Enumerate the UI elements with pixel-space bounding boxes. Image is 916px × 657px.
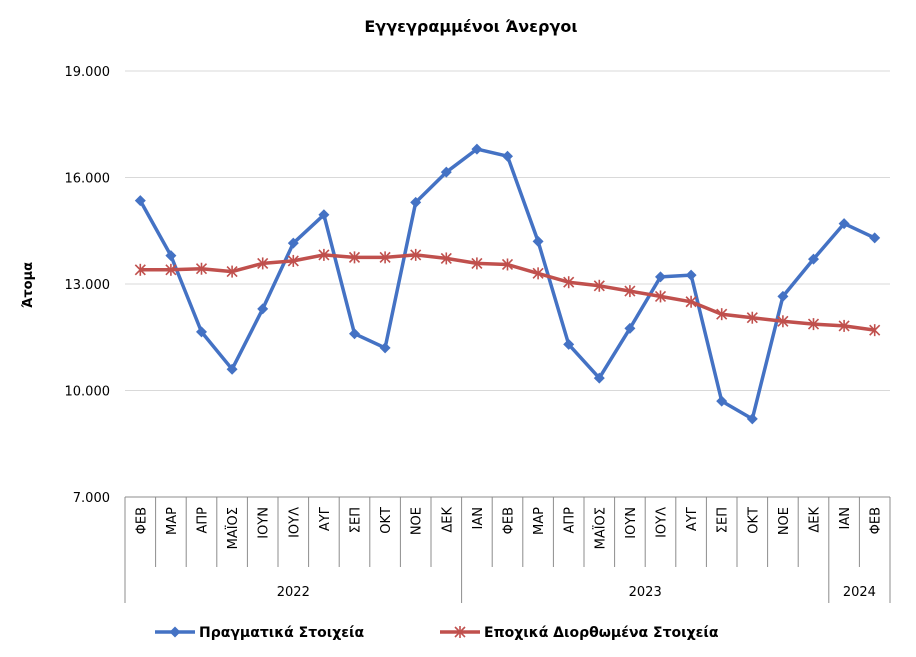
data-point — [838, 218, 850, 230]
data-point — [838, 319, 850, 332]
x-tick-label: ΑΠΡ — [563, 507, 578, 534]
x-tick-label: ΙΟΥΝ — [624, 507, 639, 539]
data-point — [195, 262, 208, 275]
x-tick-label: ΙΑΝ — [471, 507, 486, 529]
data-point — [287, 254, 299, 267]
year-label: 2023 — [629, 585, 662, 600]
data-point — [563, 338, 575, 350]
x-tick-label: ΔΕΚ — [808, 507, 823, 533]
x-tick-label: ΟΚΤ — [746, 507, 761, 534]
x-tick-label: ΝΟΕ — [410, 507, 425, 535]
data-point — [501, 258, 514, 271]
y-tick-label: 16.000 — [65, 172, 111, 187]
grid-lines — [125, 70, 890, 391]
data-point — [257, 303, 269, 315]
data-point — [716, 395, 728, 407]
data-point — [532, 235, 544, 247]
data-point — [410, 248, 422, 261]
y-tick-label: 7.000 — [73, 491, 110, 506]
series-layer — [134, 143, 881, 425]
x-tick-label: ΦΕΒ — [502, 507, 517, 534]
x-tick-label: ΟΚΤ — [379, 507, 394, 534]
data-point — [807, 318, 820, 331]
data-point — [624, 285, 636, 298]
data-point — [165, 263, 177, 276]
data-point — [624, 322, 636, 334]
year-label: 2024 — [843, 585, 876, 600]
y-tick-label: 19.000 — [65, 65, 111, 80]
x-axis: ΦΕΒ ΜΑΡ ΑΠΡ ΜΑΪΟΣ ΙΟΥΝ ΙΟΥΛ ΑΥΓ ΣΕΠ ΟΚΤ ΝΟΕ ΔΕΚ ΙΑΝ… — [124, 496, 891, 603]
x-tick-label: ΜΑΡ — [165, 507, 180, 535]
data-point — [471, 257, 483, 270]
x-tick-label: ΑΥΓ — [318, 506, 333, 531]
data-point — [134, 195, 146, 207]
x-tick-label: ΦΕΒ — [869, 507, 884, 534]
data-point — [226, 265, 238, 278]
data-point — [440, 252, 452, 265]
data-point — [654, 290, 667, 303]
x-tick-label: ΙΟΥΝ — [257, 507, 272, 539]
y-tick-labels: 7.000 10.000 13.000 16.000 19.000 — [65, 65, 111, 506]
chart-title: Εγγεγραμμένοι Άνεργοι — [364, 17, 577, 36]
x-tick-label: ΑΥΓ — [685, 506, 700, 531]
data-point — [685, 295, 697, 308]
data-point — [777, 290, 789, 302]
data-point — [869, 232, 881, 244]
data-point — [593, 279, 605, 292]
data-point — [716, 308, 728, 321]
data-point — [532, 267, 544, 280]
data-point — [348, 251, 361, 264]
data-point — [134, 263, 146, 276]
x-tick-label: ΔΕΚ — [440, 507, 455, 533]
y-axis-label: Άτομα — [21, 262, 36, 308]
data-point — [257, 257, 269, 270]
x-tick-label: ΦΕΒ — [134, 507, 149, 534]
x-tick-label: ΜΑΪΟΣ — [592, 507, 608, 549]
y-tick-label: 13.000 — [65, 278, 111, 293]
legend: Πραγματικά Στοιχεία Εποχικά Διορθωμένα Στ… — [155, 625, 719, 641]
data-point — [196, 326, 207, 338]
year-label: 2022 — [277, 585, 310, 600]
legend-marker — [169, 626, 181, 638]
data-point — [379, 251, 391, 264]
data-point — [502, 150, 513, 162]
x-tick-label: ΙΟΥΛ — [655, 507, 670, 538]
x-tick-label: ΑΠΡ — [196, 507, 211, 534]
y-tick-label: 10.000 — [65, 385, 111, 400]
data-point — [746, 311, 758, 324]
data-point — [593, 372, 605, 384]
data-point — [349, 328, 360, 340]
x-tick-label: ΙΟΥΛ — [287, 507, 302, 538]
data-point — [869, 324, 881, 337]
x-tick-label: ΝΟΕ — [777, 507, 792, 535]
data-point — [471, 143, 483, 155]
data-point — [287, 237, 299, 249]
data-point — [410, 196, 422, 208]
data-point — [226, 363, 238, 375]
x-tick-label: ΣΕΠ — [716, 507, 731, 533]
data-point — [440, 166, 452, 178]
x-tick-label: ΙΑΝ — [838, 507, 853, 529]
legend-label: Πραγματικά Στοιχεία — [199, 625, 364, 641]
x-tick-label: ΜΑΡ — [532, 507, 547, 535]
data-point — [165, 250, 177, 262]
data-point — [318, 209, 330, 221]
data-point — [563, 276, 575, 289]
data-point — [777, 315, 789, 328]
data-point — [655, 271, 666, 283]
data-point — [379, 342, 391, 354]
data-point — [685, 269, 697, 281]
x-tick-label: ΜΑΪΟΣ — [225, 507, 241, 549]
data-point — [746, 413, 758, 425]
legend-label: Εποχικά Διορθωμένα Στοιχεία — [484, 625, 719, 641]
data-point — [318, 248, 330, 261]
x-tick-label: ΣΕΠ — [349, 507, 364, 533]
data-point — [808, 253, 819, 265]
